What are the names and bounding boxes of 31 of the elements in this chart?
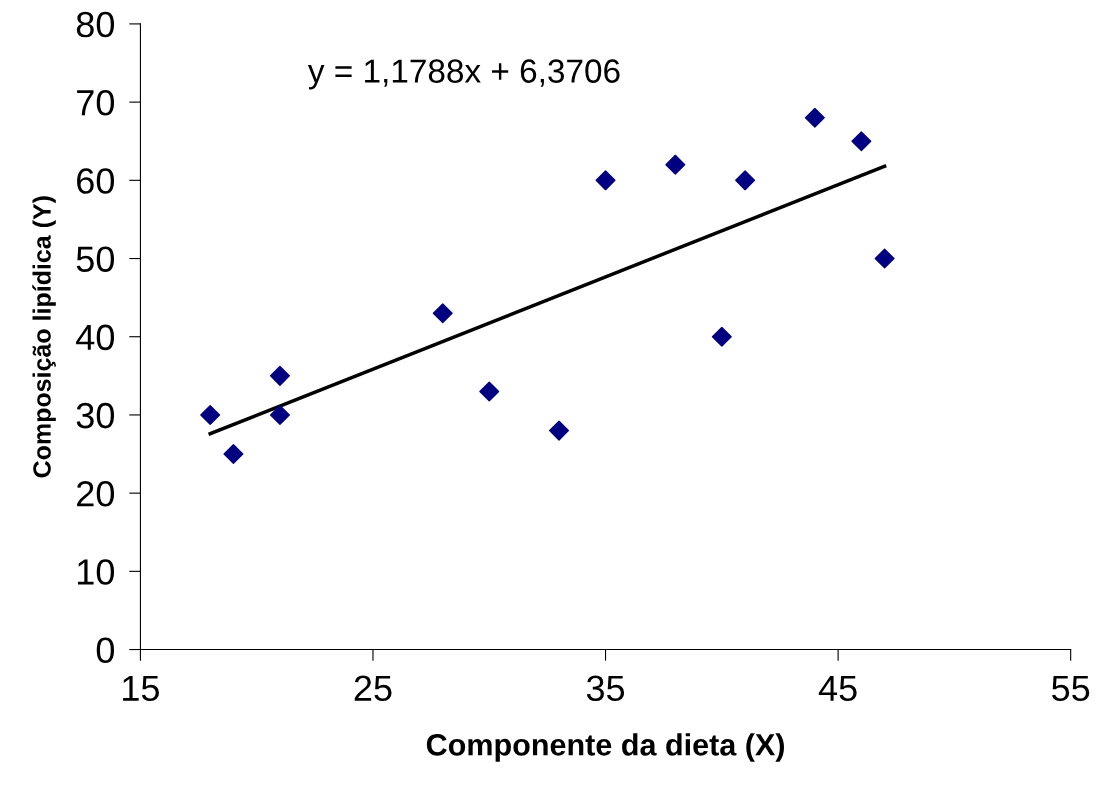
point [269, 404, 290, 425]
point [223, 444, 244, 465]
point [851, 131, 872, 152]
y-tick-label: 50 [76, 246, 115, 272]
x-axis-title: Componente da dieta (X) [426, 733, 784, 762]
point [200, 404, 221, 425]
x-tick-label: 35 [586, 675, 625, 702]
y-tick-label: 60 [77, 168, 115, 194]
x-tick-label: 45 [818, 675, 857, 702]
y-tick-label: 20 [77, 481, 115, 507]
point [432, 303, 453, 324]
x-tick-label: 55 [1052, 675, 1090, 702]
point [711, 326, 732, 347]
y-tick-label: 80 [76, 11, 115, 38]
annotation: y = 1,1788x + 6,3706 [307, 59, 620, 90]
y-axis-title: Composição lipídica (Y) [32, 196, 56, 478]
point [665, 154, 686, 175]
y-tick-label: 0 [96, 637, 115, 663]
point [269, 365, 290, 386]
y-tick-label: 40 [76, 324, 115, 351]
point [595, 170, 616, 191]
point [479, 381, 500, 402]
point [804, 107, 825, 128]
y-tick-label: 70 [77, 89, 115, 116]
point [549, 420, 570, 441]
point [735, 170, 756, 191]
x-tick-label: 25 [354, 675, 392, 702]
y-tick-label: 30 [76, 402, 115, 429]
y-tick-label: 10 [78, 559, 115, 585]
x-tick-label: 15 [123, 675, 159, 702]
point [874, 248, 895, 269]
